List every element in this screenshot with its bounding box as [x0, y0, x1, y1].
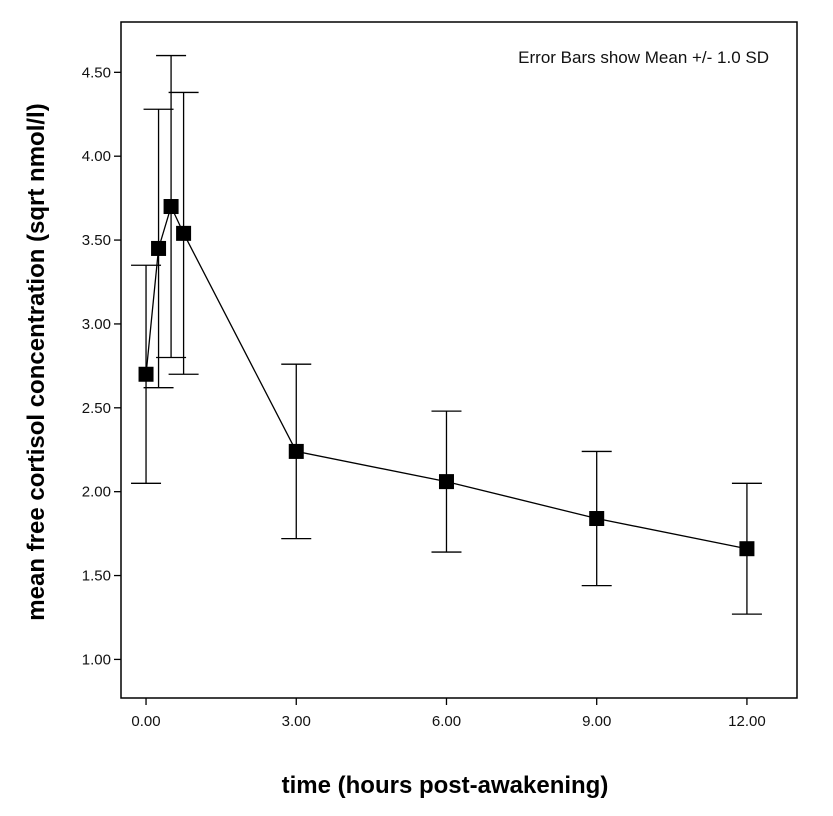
data-point: [589, 511, 605, 527]
x-tick-label: 0.00: [131, 713, 160, 730]
chart-annotation: Error Bars show Mean +/- 1.0 SD: [518, 48, 769, 67]
y-tick-label: 4.50: [82, 64, 111, 81]
x-tick-label: 6.00: [432, 713, 461, 730]
y-tick-label: 4.00: [82, 148, 111, 165]
y-tick-label: 1.00: [82, 651, 111, 668]
data-point: [438, 474, 454, 490]
x-tick-label: 12.00: [728, 713, 766, 730]
y-tick-label: 2.00: [82, 484, 111, 501]
y-tick-label: 1.50: [82, 568, 111, 585]
data-point: [288, 443, 304, 459]
data-point: [739, 541, 755, 557]
y-axis-title: mean free cortisol concentration (sqrt n…: [23, 103, 50, 620]
x-tick-label: 9.00: [582, 713, 611, 730]
plot-frame: [120, 21, 798, 699]
series-layer: [131, 54, 762, 615]
data-point: [151, 240, 167, 256]
y-tick-label: 3.50: [82, 232, 111, 249]
y-tick-label: 2.50: [82, 400, 111, 417]
data-point: [138, 366, 154, 382]
x-tick-label: 3.00: [282, 713, 311, 730]
x-axis-ticks: 0.00 3.00 6.00 9.00 12.00: [131, 698, 766, 730]
y-axis-ticks: 1.00 1.50 2.00 2.50 3.00 3.50 4.00 4.50: [82, 64, 121, 668]
x-axis-title: time (hours post-awakening): [282, 772, 609, 799]
data-point: [176, 225, 192, 241]
y-tick-label: 3.00: [82, 316, 111, 333]
data-point: [163, 199, 179, 215]
